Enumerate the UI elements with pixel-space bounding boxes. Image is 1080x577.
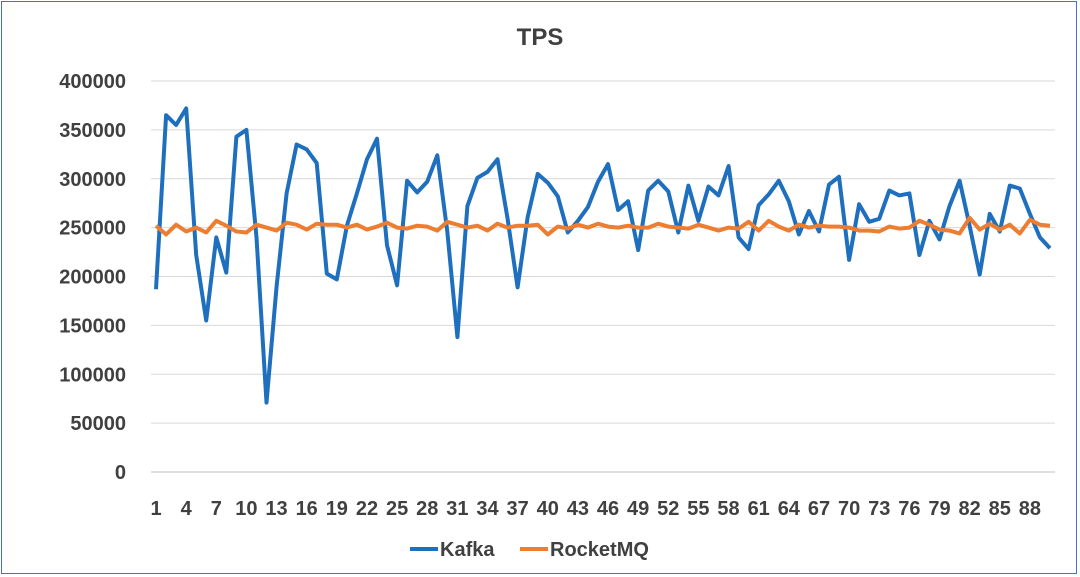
y-tick-label: 50000 (70, 413, 126, 435)
x-tick-label: 55 (687, 498, 709, 520)
x-tick-label: 67 (808, 498, 830, 520)
x-tick-label: 46 (597, 498, 619, 520)
x-tick-label: 58 (717, 498, 739, 520)
x-tick-label: 79 (928, 498, 950, 520)
x-tick-label: 73 (868, 498, 890, 520)
y-tick-label: 200000 (59, 267, 126, 289)
y-tick-label: 300000 (59, 169, 126, 191)
x-tick-label: 31 (446, 498, 468, 520)
x-tick-label: 85 (989, 498, 1011, 520)
legend-kafka-label: Kafka (440, 539, 495, 561)
x-tick-label: 4 (181, 498, 193, 520)
x-tick-label: 70 (838, 498, 860, 520)
y-tick-label: 400000 (59, 71, 126, 93)
x-tick-label: 25 (386, 498, 408, 520)
x-tick-label: 1 (150, 498, 161, 520)
series-lines (154, 106, 1052, 405)
x-tick-label: 40 (537, 498, 559, 520)
x-tick-label: 88 (1019, 498, 1041, 520)
chart-title: TPS (517, 24, 564, 51)
x-axis-ticks: 1 4 7 10 13 16 19 22 25 28 31 34 37 40 43 46 49 52 55 58 61 6… (150, 498, 1041, 520)
series-line-rocketmq (154, 215, 1051, 237)
x-tick-label: 82 (958, 498, 980, 520)
y-axis-ticks: 0 50000 100000 150000 200000 250000 300000 3500… (59, 71, 126, 484)
x-tick-label: 34 (476, 498, 499, 520)
x-tick-label: 61 (748, 498, 770, 520)
x-tick-label: 22 (356, 498, 378, 520)
y-tick-label: 350000 (59, 120, 126, 142)
y-tick-label: 250000 (59, 218, 126, 240)
x-tick-label: 43 (567, 498, 589, 520)
x-tick-label: 76 (898, 498, 920, 520)
x-tick-label: 7 (211, 498, 222, 520)
y-tick-label: 0 (115, 462, 126, 484)
y-tick-label: 100000 (59, 364, 126, 386)
x-tick-label: 64 (778, 498, 801, 520)
x-tick-label: 10 (235, 498, 257, 520)
y-tick-label: 150000 (59, 315, 126, 337)
x-tick-label: 19 (326, 498, 348, 520)
x-tick-label: 37 (506, 498, 528, 520)
x-tick-label: 52 (657, 498, 679, 520)
x-tick-label: 13 (265, 498, 287, 520)
series-line-kafka (154, 106, 1052, 405)
legend-rocketmq-label: RocketMQ (550, 539, 649, 561)
x-tick-label: 49 (627, 498, 649, 520)
x-tick-label: 28 (416, 498, 438, 520)
legend: Kafka RocketMQ (410, 539, 649, 561)
x-tick-label: 16 (296, 498, 318, 520)
